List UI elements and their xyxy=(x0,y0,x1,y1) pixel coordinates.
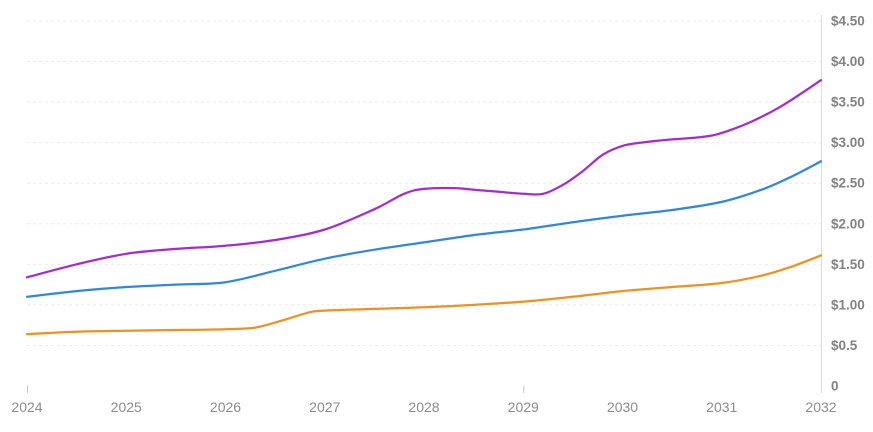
x-axis-tick-label: 2032 xyxy=(805,399,836,415)
y-axis-tick-label: $2.00 xyxy=(831,216,865,231)
x-axis-tick-label: 2031 xyxy=(706,399,737,415)
y-axis-tick-label: $4.00 xyxy=(831,54,865,69)
y-axis-tick-label: $3.50 xyxy=(831,95,865,110)
y-axis-tick-label: $0.5 xyxy=(831,338,858,353)
y-axis-tick-label: 0 xyxy=(831,379,839,394)
y-axis-tick-label: $2.50 xyxy=(831,176,865,191)
y-axis-tick-label: $4.50 xyxy=(831,14,865,29)
series-line-purple-series xyxy=(25,79,823,279)
series-line-orange-series xyxy=(25,254,823,336)
series-line-blue-series xyxy=(25,160,823,298)
x-axis-tick-label: 2029 xyxy=(508,399,539,415)
x-axis-tick-label: 2030 xyxy=(607,399,638,415)
x-axis-tick-label: 2025 xyxy=(111,399,142,415)
x-axis-tick-label: 2024 xyxy=(11,399,42,415)
y-axis-tick-label: $1.00 xyxy=(831,297,865,312)
x-axis-tick-label: 2026 xyxy=(210,399,241,415)
y-axis-tick-label: $1.50 xyxy=(831,257,865,272)
y-axis-tick-label: $3.00 xyxy=(831,135,865,150)
x-axis-tick-label: 2028 xyxy=(408,399,439,415)
x-axis-tick-label: 2027 xyxy=(309,399,340,415)
